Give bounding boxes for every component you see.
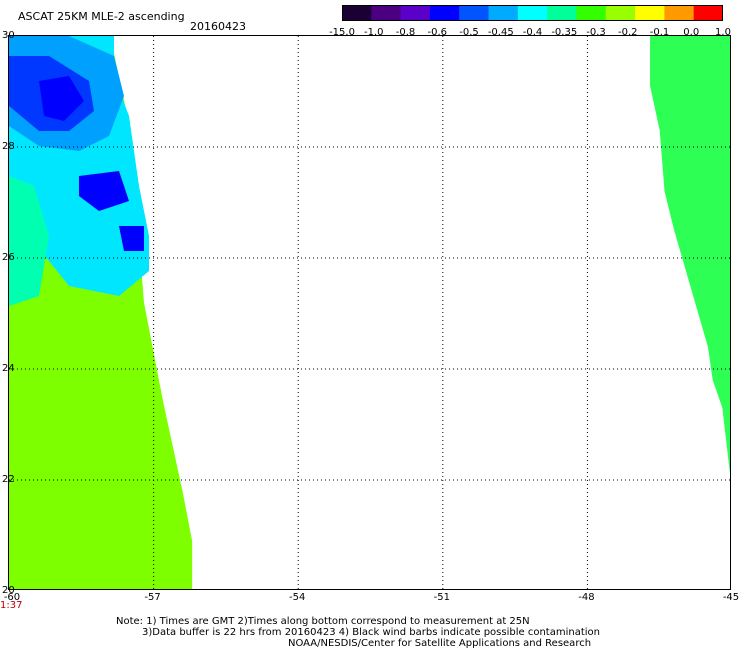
latitude-label: 26 bbox=[2, 252, 15, 263]
deep-blue-patch bbox=[39, 76, 84, 121]
map-canvas bbox=[9, 36, 730, 589]
colorbar-tick-label: -0.5 bbox=[459, 27, 479, 38]
deep-blue-patch-3 bbox=[119, 226, 144, 251]
colorbar-segment bbox=[693, 5, 724, 21]
map-title: ASCAT 25KM MLE-2 ascending bbox=[18, 10, 185, 23]
right-swath bbox=[650, 36, 730, 474]
longitude-label: -51 bbox=[433, 592, 450, 603]
colorbar-segment bbox=[429, 5, 460, 21]
colorbar-tick-label: -0.3 bbox=[586, 27, 606, 38]
colorbar-tick-label: 1.0 bbox=[715, 27, 731, 38]
colorbar-tick-label: -1.0 bbox=[363, 27, 384, 38]
longitude-label: -45 bbox=[722, 592, 740, 603]
colorbar bbox=[342, 5, 724, 21]
longitude-label: -48 bbox=[578, 592, 595, 603]
colorbar-segment bbox=[605, 5, 636, 21]
colorbar-tick-label: 0.0 bbox=[683, 27, 700, 38]
colorbar-segment bbox=[576, 5, 607, 21]
swath-time-label: 1:37 bbox=[0, 600, 23, 611]
latitude-label: 24 bbox=[2, 363, 15, 374]
longitude-label: -57 bbox=[144, 592, 161, 603]
latitude-label: 22 bbox=[2, 474, 15, 485]
colorbar-gradient bbox=[342, 5, 724, 21]
colorbar-tick-label: -0.4 bbox=[522, 27, 543, 38]
map-date: 20160423 bbox=[190, 20, 246, 33]
longitude-label: -60 bbox=[3, 592, 21, 603]
deep-blue-patch-2 bbox=[79, 171, 129, 211]
colorbar-segment bbox=[547, 5, 578, 21]
latitude-label: 20 bbox=[2, 585, 15, 596]
colorbar-segment bbox=[664, 5, 695, 21]
footer-note-line1: Note: 1) Times are GMT 2)Times along bot… bbox=[116, 616, 530, 627]
colorbar-tick-label: -0.35 bbox=[551, 27, 578, 38]
colorbar-tick-label: -0.6 bbox=[427, 27, 448, 38]
colorbar-tick-label: -0.1 bbox=[649, 27, 670, 38]
latitude-label: 30 bbox=[2, 30, 15, 41]
colorbar-segment bbox=[400, 5, 431, 21]
map-plot bbox=[8, 35, 731, 590]
longitude-label: -54 bbox=[289, 592, 306, 603]
footer-note-line2: 3)Data buffer is 22 hrs from 20160423 4)… bbox=[142, 627, 600, 638]
footer-credit: NOAA/NESDIS/Center for Satellite Applica… bbox=[288, 638, 592, 649]
colorbar-tick-label: -15.0 bbox=[329, 27, 355, 38]
colorbar-tick-label: -0.45 bbox=[487, 27, 514, 38]
colorbar-tick-label: -0.8 bbox=[395, 27, 416, 38]
teal-patch bbox=[9, 176, 49, 306]
colorbar-tick-label: -0.2 bbox=[617, 27, 638, 38]
latitude-label: 28 bbox=[2, 141, 15, 152]
colorbar-segment bbox=[459, 5, 490, 21]
colorbar-segment bbox=[635, 5, 665, 21]
colorbar-segment bbox=[371, 5, 402, 21]
colorbar-segment bbox=[488, 5, 519, 21]
colorbar-tick-labels: -15.0 -1.0 -0.8 -0.6 -0.5 -0.45 -0.4 -0.35 -0.3-… bbox=[329, 5, 731, 38]
colorbar-border bbox=[342, 5, 723, 21]
colorbar-segment bbox=[517, 5, 548, 21]
colorbar-segment bbox=[342, 5, 372, 21]
